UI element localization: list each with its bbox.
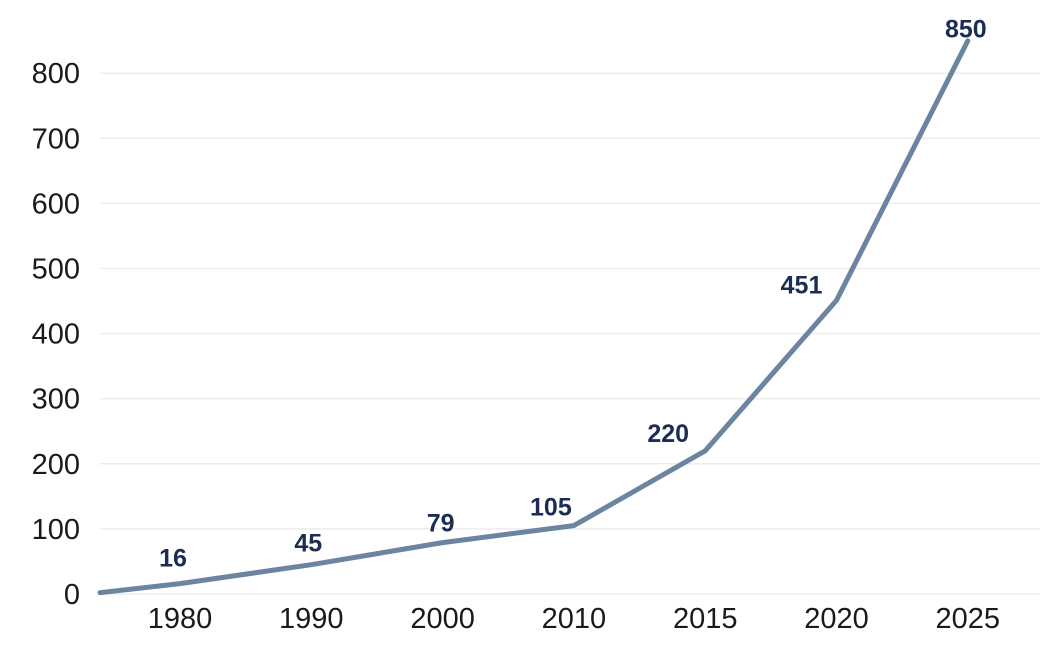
- x-tick-label: 2010: [542, 603, 607, 635]
- y-axis-tick-labels: 0 100 200 300 400 500 600 700 800: [32, 58, 80, 611]
- data-point-labels-group: 16 45 79 105 220 451 850: [159, 16, 987, 573]
- x-tick-label: 1980: [148, 603, 213, 635]
- y-tick-label: 300: [32, 384, 80, 416]
- y-tick-label: 700: [32, 123, 80, 155]
- y-tick-label: 800: [32, 58, 80, 90]
- data-point-label: 45: [294, 530, 322, 558]
- x-tick-label: 2020: [804, 603, 869, 635]
- data-point-label: 220: [647, 420, 689, 448]
- y-tick-label: 100: [32, 514, 80, 546]
- y-tick-label: 200: [32, 449, 80, 481]
- data-point-label: 16: [159, 545, 187, 573]
- x-tick-label: 2025: [936, 603, 1001, 635]
- data-series-group: [97, 38, 971, 596]
- data-point-label: 850: [945, 16, 987, 44]
- y-tick-label: 600: [32, 188, 80, 220]
- gridlines-group: [100, 72, 1040, 595]
- data-point-label: 105: [530, 494, 572, 522]
- x-tick-label: 2000: [410, 603, 475, 635]
- y-tick-label: 500: [32, 254, 80, 286]
- data-line: [97, 38, 971, 596]
- x-tick-label: 1990: [279, 603, 344, 635]
- y-tick-label: 0: [64, 579, 80, 611]
- x-axis-tick-labels: 1980 1990 2000 2010 2015 2020 2025: [148, 603, 1000, 635]
- data-point-label: 79: [427, 510, 455, 538]
- x-tick-label: 2015: [673, 603, 738, 635]
- data-point-label: 451: [781, 271, 823, 299]
- y-tick-label: 400: [32, 319, 80, 351]
